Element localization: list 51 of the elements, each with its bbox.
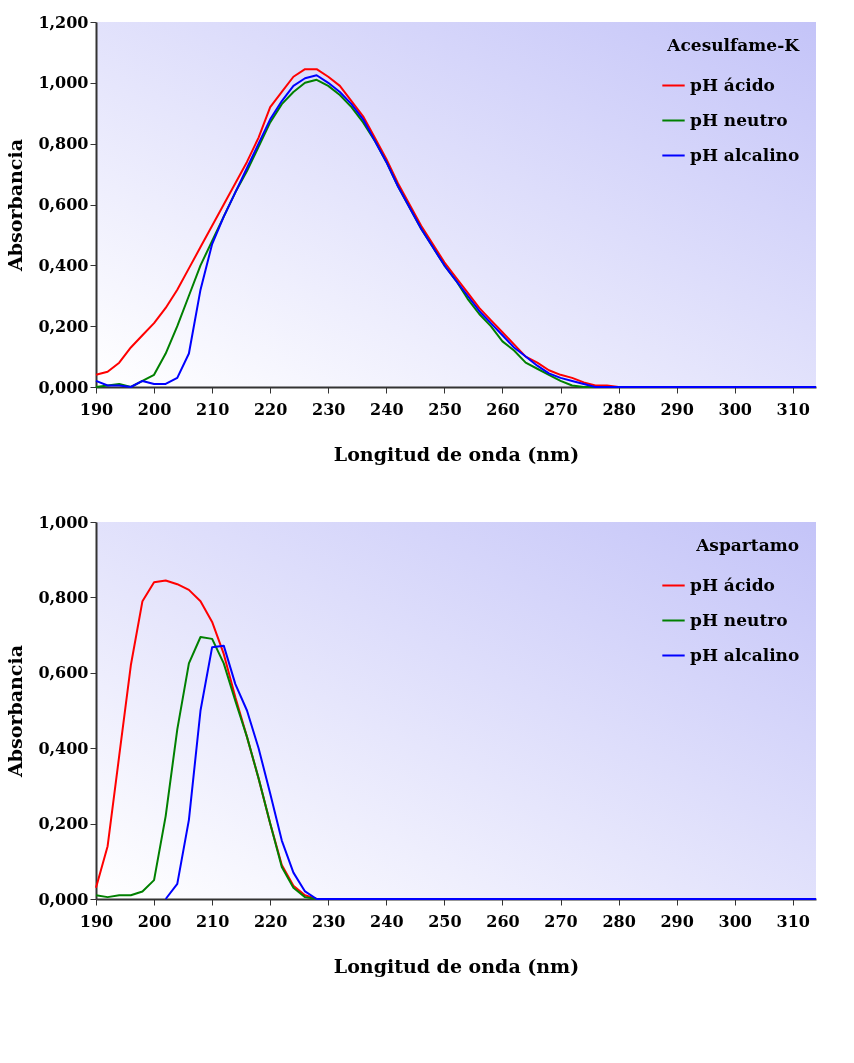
y-axis-title: Absorbancia	[4, 139, 27, 272]
x-tick-label: 220	[253, 399, 288, 419]
legend-title: Aspartamo	[695, 535, 799, 555]
x-tick-label: 260	[486, 399, 520, 419]
x-tick-label: 200	[137, 399, 172, 419]
legend-title: Acesulfame-K	[666, 35, 801, 55]
y-tick-label: 0,000	[38, 377, 89, 397]
y-tick-label: 1,200	[38, 12, 89, 32]
x-tick-label: 240	[370, 399, 404, 419]
x-tick-label: 240	[370, 911, 404, 931]
x-axis-title: Longitud de onda (nm)	[333, 954, 580, 977]
x-tick-label: 260	[486, 911, 520, 931]
y-tick-label: 0,200	[38, 814, 89, 834]
y-tick-label: 0,600	[38, 663, 89, 683]
x-tick-label: 270	[544, 911, 578, 931]
x-tick-label: 210	[195, 911, 230, 931]
x-tick-label: 250	[428, 911, 462, 931]
x-tick-label: 250	[428, 399, 462, 419]
x-tick-label: 310	[776, 399, 810, 419]
x-tick-label: 310	[776, 911, 810, 931]
y-tick-label: 0,000	[38, 889, 89, 909]
y-tick-label: 0,800	[38, 134, 89, 154]
x-tick-label: 230	[312, 399, 346, 419]
x-tick-label: 220	[253, 911, 288, 931]
x-tick-label: 190	[79, 911, 114, 931]
x-tick-label: 300	[718, 911, 752, 931]
x-tick-label: 280	[602, 399, 636, 419]
x-tick-label: 290	[660, 399, 694, 419]
legend-label: pH neutro	[690, 609, 788, 630]
y-tick-label: 0,400	[38, 738, 89, 758]
legend-label: pH neutro	[690, 109, 788, 130]
x-tick-label: 230	[312, 911, 346, 931]
y-tick-label: 0,200	[38, 316, 89, 336]
x-tick-label: 200	[137, 911, 172, 931]
x-tick-label: 290	[660, 911, 694, 931]
x-tick-label: 300	[718, 399, 752, 419]
legend-label: pH ácido	[690, 574, 775, 595]
y-tick-label: 0,600	[38, 195, 89, 214]
x-tick-label: 270	[544, 399, 578, 419]
legend-label: pH alcalino	[690, 644, 800, 665]
y-tick-label: 0,800	[38, 587, 89, 607]
y-axis-title: Absorbancia	[4, 645, 27, 778]
x-axis-title: Longitud de onda (nm)	[333, 442, 580, 465]
y-tick-label: 1,000	[38, 512, 89, 532]
x-tick-label: 190	[79, 399, 114, 419]
legend-label: pH ácido	[690, 74, 775, 95]
y-tick-label: 0,400	[38, 255, 89, 275]
legend-label: pH alcalino	[690, 144, 800, 165]
x-tick-label: 210	[195, 399, 230, 419]
x-tick-label: 280	[602, 911, 636, 931]
y-tick-label: 1,000	[38, 73, 89, 93]
